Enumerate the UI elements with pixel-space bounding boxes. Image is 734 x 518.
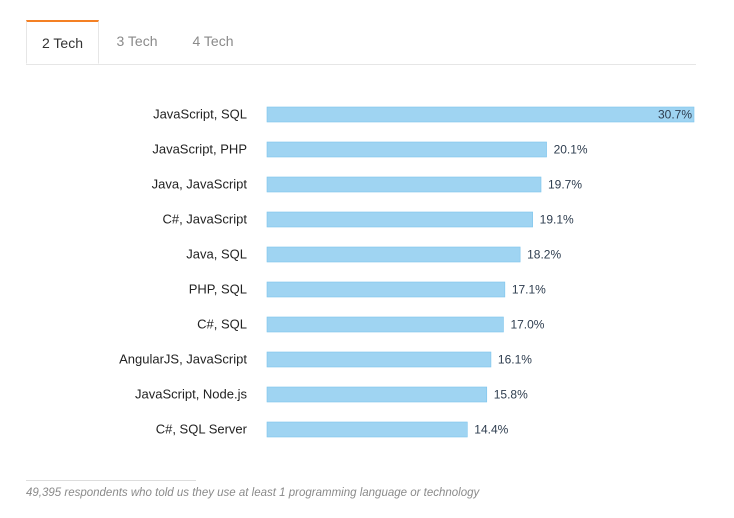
category-label: C#, SQL Server <box>156 422 248 437</box>
value-label: 17.0% <box>510 318 544 332</box>
category-label: PHP, SQL <box>189 282 247 297</box>
category-label: JavaScript, PHP <box>152 142 247 157</box>
bar <box>266 246 521 263</box>
bar <box>266 176 542 193</box>
bar <box>266 316 504 333</box>
value-label: 17.1% <box>512 283 546 297</box>
footnote-divider <box>26 480 196 481</box>
category-label: JavaScript, SQL <box>153 107 247 122</box>
value-label: 19.7% <box>548 178 582 192</box>
bar <box>266 141 547 158</box>
category-label: AngularJS, JavaScript <box>119 352 247 367</box>
bar-chart: JavaScript, SQL 30.7% JavaScript, PHP 20.1%… <box>119 106 695 438</box>
tab-4-tech[interactable]: 4 Tech <box>192 33 234 49</box>
tab-3-tech[interactable]: 3 Tech <box>116 33 158 49</box>
value-label: 15.8% <box>494 388 528 402</box>
category-label: C#, SQL <box>197 317 247 332</box>
category-label: JavaScript, Node.js <box>135 387 247 402</box>
category-label: Java, JavaScript <box>152 177 248 192</box>
category-label: C#, JavaScript <box>162 212 247 227</box>
value-label: 18.2% <box>527 248 561 262</box>
bar <box>266 386 488 403</box>
bar <box>266 421 468 438</box>
bar <box>266 106 695 123</box>
footnote: 49,395 respondents who told us they use … <box>26 487 480 499</box>
bar <box>266 211 533 228</box>
value-label: 19.1% <box>540 213 574 227</box>
value-label: 20.1% <box>554 143 588 157</box>
value-label: 14.4% <box>474 423 508 437</box>
tab-bar: 2 Tech 3 Tech 4 Tech <box>26 20 696 65</box>
bar <box>266 281 506 298</box>
value-label: 30.7% <box>658 108 692 122</box>
category-label: Java, SQL <box>186 247 247 262</box>
tab-2-tech[interactable]: 2 Tech <box>26 20 99 64</box>
value-label: 16.1% <box>498 353 532 367</box>
bar <box>266 351 492 368</box>
